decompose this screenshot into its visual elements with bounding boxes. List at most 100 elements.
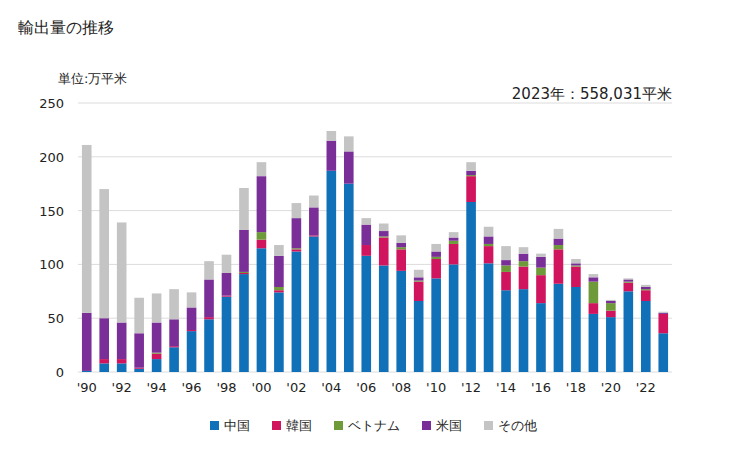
bar-segment [292,203,302,218]
bar-segment [257,240,267,249]
bar-segment [484,263,494,372]
bar-segment [431,244,441,252]
annotation: 2023年：558,031平米 [512,85,672,103]
bar-segment [274,256,284,287]
bar-segment [361,245,371,256]
bar-segment [99,318,109,359]
bar-segment [466,171,476,175]
bar-segment [239,230,249,272]
legend-swatch [210,421,219,430]
bar-segment [571,263,581,265]
bar-segment [99,363,109,372]
bar-segment [449,264,459,372]
bar-segment [431,278,441,372]
bar-segment [641,290,651,301]
bar-segment [501,260,511,265]
bar-segment [152,293,162,322]
bar-segment [222,297,232,372]
bar-segment [152,359,162,372]
bar-segment [344,151,354,183]
bar-segment [274,290,284,292]
legend-label: ベトナム [348,418,400,433]
x-tick-label: '18 [566,380,586,395]
bar-segment [554,229,564,239]
legend-swatch [334,421,343,430]
bar-segment [466,162,476,171]
bar-segment [536,275,546,303]
bar-segment [606,311,616,317]
bar-segment [134,298,144,334]
bar-segment [624,282,634,283]
bar-segment [431,257,441,259]
legend-label: 米国 [436,418,462,433]
bar-segment [658,314,668,333]
bar-segment [571,287,581,372]
bar-segment [501,272,511,290]
bar-segment [204,319,214,372]
bar-segment [187,292,197,307]
bar-segment [519,254,529,262]
y-label: 単位:万平米 [58,71,127,86]
bar-segment [606,317,616,372]
y-tick-label: 250 [39,96,64,111]
bar-segment [484,236,494,244]
bar-segment [571,265,581,266]
bar-segment [431,251,441,256]
bar-segment [501,246,511,260]
bar-segment [327,171,337,372]
bar-segment [134,368,144,369]
bar-segment [414,270,424,278]
y-tick-label: 50 [47,311,64,326]
bar-segment [449,241,459,244]
bar-segment [257,248,267,372]
bar-segment [658,313,668,314]
x-tick-label: '94 [147,380,167,395]
bar-segment [344,136,354,151]
bar-segment [257,162,267,176]
bar-segment [309,236,319,372]
bar-segment [222,296,232,297]
x-tick-label: '06 [356,380,376,395]
x-tick-label: '08 [391,380,411,395]
bar-segment [134,369,144,372]
bar-segment [327,131,337,141]
y-tick-label: 150 [39,204,64,219]
bar-segment [519,289,529,372]
bar-segment [589,274,599,277]
bar-segment [204,261,214,279]
bar-segment [82,145,92,313]
grid-line [78,210,672,211]
bar-segment [519,247,529,253]
bar-segment [554,249,564,283]
bar-segment [117,363,127,372]
legend-label: 中国 [224,418,250,433]
bar-segment [641,287,651,289]
bar-segment [396,235,406,243]
legend-swatch [422,421,431,430]
bar-segment [239,273,249,274]
bar-segment [414,301,424,372]
bar-segment [82,371,92,372]
bar-segment [117,222,127,322]
bar-segment [117,359,127,363]
bar-segment [204,279,214,317]
bar-segment [536,303,546,372]
bar-segment [187,307,197,330]
legend-label: 韓国 [286,418,312,433]
bar-segment [117,323,127,360]
bar-segment [379,265,389,372]
bar-segment [466,176,476,202]
grid-line [78,318,672,319]
bar-segment [82,313,92,371]
bar-segment [414,281,424,282]
bar-segment [658,312,668,313]
x-tick-label: '16 [531,380,551,395]
bar-segment [379,236,389,237]
bar-segment [396,249,406,271]
x-tick-label: '00 [251,380,271,395]
x-tick-label: '02 [286,380,306,395]
bar-segment [624,291,634,372]
bar-segment [589,303,599,314]
bar-segment [187,330,197,331]
bar-segment [641,285,651,287]
